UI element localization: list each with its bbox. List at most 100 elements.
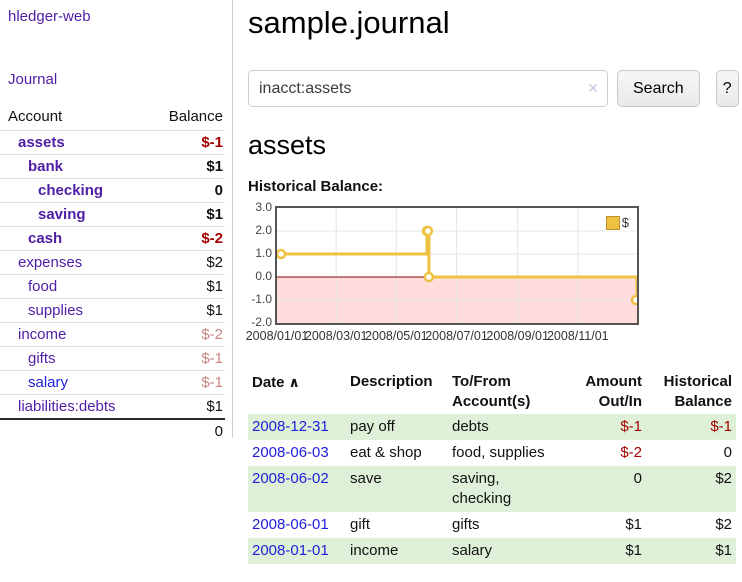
account-cell: income: [0, 322, 152, 347]
register-table: Date ∧ Description To/From Account(s) Amount…: [248, 370, 736, 564]
x-axis-tick-label: 2008/09/01: [486, 329, 549, 343]
sidebar-account-link[interactable]: food: [28, 278, 58, 295]
account-cell: checking: [0, 178, 152, 203]
register-amount-cell: $-2: [620, 444, 642, 461]
register-amount-cell: 0: [633, 470, 642, 487]
register-row: 2008-12-31 pay off debts $-1 $-1: [248, 414, 736, 440]
account-row: checking 0: [0, 178, 225, 203]
register-column-header: Historical Balance: [663, 373, 732, 410]
register-description-cell: eat & shop: [350, 444, 422, 461]
register-row: 2008-01-01 income salary $1 $1: [248, 538, 736, 564]
account-row: cash $-2: [0, 226, 225, 251]
y-axis-tick-label: 2.0: [255, 223, 272, 237]
sidebar-account-link[interactable]: liabilities:debts: [18, 398, 116, 415]
register-description-cell: gift: [350, 516, 371, 533]
sidebar-account-link[interactable]: cash: [28, 230, 63, 247]
account-balance: $2: [151, 250, 225, 275]
account-balance: $-2: [151, 322, 225, 347]
sidebar-account-link[interactable]: assets: [18, 134, 65, 151]
y-axis-tick-label: 3.0: [255, 200, 272, 214]
sidebar-account-link[interactable]: bank: [28, 158, 64, 175]
page-title: sample.journal: [248, 5, 450, 40]
y-axis-tick-label: 0.0: [255, 269, 272, 283]
sidebar-account-link[interactable]: income: [18, 326, 67, 343]
search-button[interactable]: Search: [617, 70, 700, 107]
chart-title: Historical Balance:: [248, 178, 384, 195]
register-amount-cell: $1: [625, 542, 642, 559]
register-balance-cell: $1: [715, 542, 732, 559]
sidebar-account-link[interactable]: supplies: [28, 302, 84, 319]
x-axis-tick-label: 2008/05/01: [365, 329, 428, 343]
account-row: supplies $1: [0, 298, 225, 323]
account-balance: $1: [151, 298, 225, 323]
search-input[interactable]: [248, 70, 608, 107]
register-description-cell: save: [350, 470, 382, 487]
register-description-cell: pay off: [350, 418, 395, 435]
legend-label: $: [621, 215, 629, 230]
register-accounts-cell: debts: [452, 418, 489, 435]
account-cell: salary: [0, 370, 152, 395]
account-balance: $1: [151, 154, 225, 179]
accounts-header-row: Account Balance: [0, 105, 225, 131]
accounts-total-row: 0: [0, 418, 225, 443]
transaction-date-link[interactable]: 2008-01-01: [252, 542, 329, 559]
account-balance: 0: [151, 178, 225, 203]
chart-legend: $: [604, 214, 630, 231]
x-axis-tick-label: 2008/11/01: [546, 329, 609, 343]
sidebar-account-link[interactable]: gifts: [28, 350, 56, 367]
sidebar-account-link[interactable]: saving: [38, 206, 86, 223]
register-accounts-cell: salary: [452, 542, 493, 559]
account-cell: saving: [0, 202, 152, 227]
register-column-header: To/From Account(s): [452, 373, 531, 410]
sidebar-account-link[interactable]: checking: [38, 182, 104, 199]
sort-asc-icon: ∧: [288, 374, 300, 390]
account-balance: $1: [151, 394, 225, 420]
account-row: liabilities:debts $1: [0, 394, 225, 420]
register-row: 2008-06-03 eat & shop food, supplies $-2 0: [248, 440, 736, 466]
y-axis-tick-label: 1.0: [255, 246, 272, 260]
register-balance-cell: $2: [715, 516, 732, 533]
y-axis-tick-label: -2.0: [251, 315, 272, 329]
register-balance-cell: $-1: [710, 418, 732, 435]
register-balance-cell: $2: [715, 470, 732, 487]
legend-swatch-icon: [605, 215, 620, 230]
y-axis-tick-label: -1.0: [251, 292, 272, 306]
transaction-date-link[interactable]: 2008-06-02: [252, 470, 329, 487]
account-balance: $-1: [151, 346, 225, 371]
account-heading: assets: [248, 130, 327, 160]
account-cell: liabilities:debts: [0, 394, 152, 420]
transaction-date-link[interactable]: 2008-06-01: [252, 516, 329, 533]
x-axis-tick-label: 2008/01/01: [245, 329, 309, 343]
accounts-total-value: 0: [0, 418, 225, 443]
account-row: income $-2: [0, 322, 225, 347]
sidebar-account-link[interactable]: expenses: [18, 254, 83, 271]
clear-search-icon[interactable]: ✕: [587, 80, 599, 96]
account-row: food $1: [0, 274, 225, 299]
account-cell: food: [0, 274, 152, 299]
account-cell: supplies: [0, 298, 152, 323]
transaction-date-link[interactable]: 2008-06-03: [252, 444, 329, 461]
account-column-header: Account: [0, 105, 152, 131]
chart-plot-area: $: [275, 206, 642, 325]
account-row: salary $-1: [0, 370, 225, 395]
sidebar-account-link[interactable]: salary: [28, 374, 69, 391]
account-balance: $1: [151, 274, 225, 299]
balance-chart: $ 3.0 2.0 1.0 0.0 -1.0 -2.0 2008/01/01 2008/03/…: [246, 200, 736, 352]
account-row: bank $1: [0, 154, 225, 179]
register-balance-cell: 0: [723, 444, 732, 461]
app-title-link[interactable]: hledger-web: [8, 8, 91, 25]
search-box: ✕: [248, 70, 608, 107]
sidebar-item-journal[interactable]: Journal: [8, 71, 58, 88]
register-row: 2008-06-01 gift gifts $1 $2: [248, 512, 736, 538]
register-column-header: Date ∧: [252, 374, 300, 391]
transaction-date-link[interactable]: 2008-12-31: [252, 418, 329, 435]
register-row: 2008-06-02 save saving, checking 0 $2: [248, 466, 736, 512]
main-content: sample.journal ✕ Search ? assets Histori…: [246, 0, 739, 564]
account-cell: gifts: [0, 346, 152, 371]
help-button[interactable]: ?: [715, 70, 739, 107]
sidebar: hledger-web Journal Account Balance asse…: [0, 0, 233, 443]
accounts-table: Account Balance assets $-1 bank $1 checking 0…: [0, 105, 225, 443]
register-amount-cell: $-1: [620, 418, 642, 435]
register-accounts-cell: saving, checking: [452, 470, 512, 507]
account-cell: expenses: [0, 250, 152, 275]
